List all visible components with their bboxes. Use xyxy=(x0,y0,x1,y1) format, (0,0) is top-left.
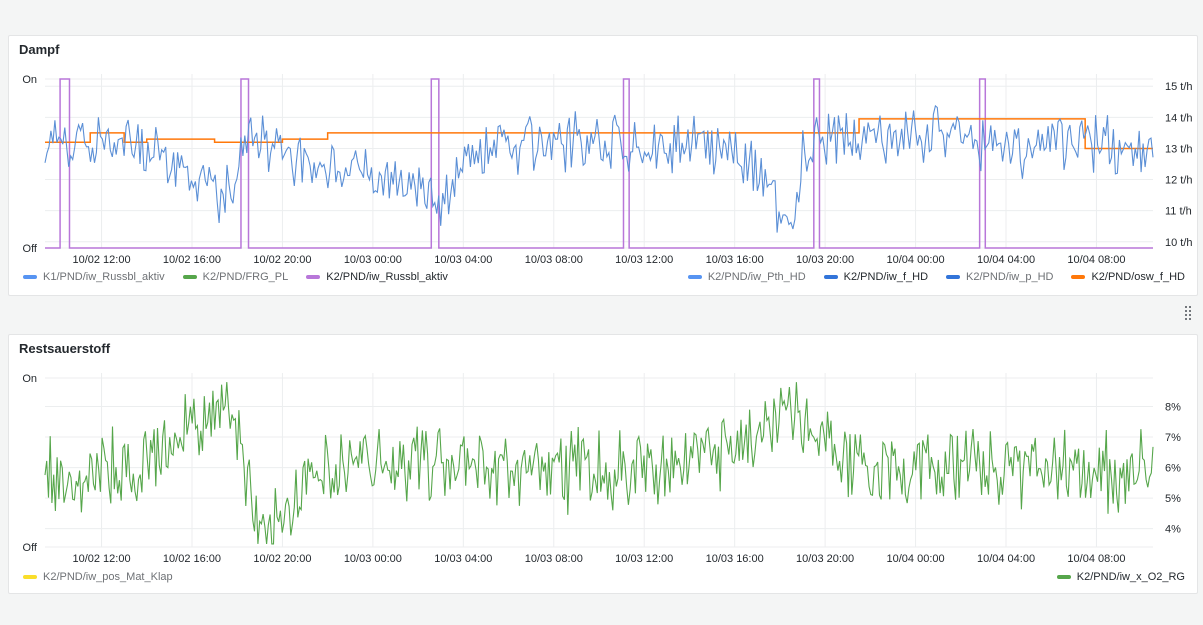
legend-label: K2/PND/FRG_PL xyxy=(202,271,289,283)
legend-swatch xyxy=(182,275,197,279)
x-tick-label: 10/03 08:00 xyxy=(525,254,583,266)
x-tick-label: 10/03 20:00 xyxy=(796,553,854,565)
legend-swatch xyxy=(306,275,321,279)
dampf-chart[interactable]: 10/02 12:00 10/02 16:00 10/02 20:00 10/03 0… xyxy=(9,36,1197,295)
legend-label: K2/PND/iw_Pth_HD xyxy=(707,271,806,283)
legend-item[interactable]: K2/PND/iw_x_O2_RG xyxy=(1056,571,1185,583)
series-line xyxy=(44,382,1154,545)
legend-item[interactable]: K2/PND/iw_f_HD xyxy=(823,271,929,283)
y-tick-label: On xyxy=(22,74,37,86)
panel-title[interactable]: Dampf xyxy=(19,42,60,57)
x-tick-label: 10/02 16:00 xyxy=(163,254,221,266)
x-tick-label: 10/03 16:00 xyxy=(706,254,764,266)
legend-label: K2/PND/iw_Russbl_aktiv xyxy=(326,271,448,283)
x-tick-label: 10/03 00:00 xyxy=(344,553,402,565)
x-tick-label: 10/03 00:00 xyxy=(344,254,402,266)
panel-title[interactable]: Restsauerstoff xyxy=(19,341,111,356)
legend-item[interactable]: K2/PND/osw_f_HD xyxy=(1071,271,1185,283)
y-tick-label: 10 t/h xyxy=(1165,237,1193,249)
series-line xyxy=(45,118,1153,150)
x-tick-label: 10/03 12:00 xyxy=(615,553,673,565)
dampf-legend-right: K2/PND/iw_Pth_HD K2/PND/iw_f_HD K2/PND/iw_… xyxy=(687,271,1185,283)
legend-swatch xyxy=(23,575,37,579)
x-tick-label: 10/02 20:00 xyxy=(253,254,311,266)
legend-item[interactable]: K2/PND/iw_pos_Mat_Klap xyxy=(23,571,173,583)
y-tick-label: On xyxy=(22,373,37,385)
restsauerstoff-legend-right: K2/PND/iw_x_O2_RG xyxy=(1056,571,1185,583)
legend-label: K1/PND/iw_Russbl_aktiv xyxy=(43,271,165,283)
y-tick-label: 6% xyxy=(1165,463,1181,475)
restsauerstoff-panel: Restsauerstoff 10/02 12:00 10/02 16:00 10/… xyxy=(8,334,1198,594)
legend-item[interactable]: K2/PND/FRG_PL xyxy=(182,271,289,283)
x-tick-label: 10/04 04:00 xyxy=(977,553,1035,565)
x-tick-label: 10/03 08:00 xyxy=(525,553,583,565)
x-tick-label: 10/02 16:00 xyxy=(163,553,221,565)
x-tick-label: 10/03 16:00 xyxy=(706,553,764,565)
legend-label: K2/PND/osw_f_HD xyxy=(1091,271,1185,283)
restsauerstoff-chart[interactable]: 10/02 12:00 10/02 16:00 10/02 20:00 10/03 0… xyxy=(9,335,1197,593)
y-tick-label: Off xyxy=(23,542,38,554)
panel-resize-handle[interactable] xyxy=(1184,305,1194,323)
x-tick-label: 10/02 12:00 xyxy=(72,553,130,565)
x-tick-label: 10/03 12:00 xyxy=(615,254,673,266)
y-tick-label: 4% xyxy=(1165,524,1181,536)
x-tick-label: 10/04 08:00 xyxy=(1067,553,1125,565)
x-tick-label: 10/04 00:00 xyxy=(887,254,945,266)
x-tick-label: 10/03 04:00 xyxy=(434,553,492,565)
legend-label: K2/PND/iw_x_O2_RG xyxy=(1076,571,1185,583)
y-tick-label: 14 t/h xyxy=(1165,112,1193,124)
y-tick-label: 7% xyxy=(1165,432,1181,444)
y-tick-label: 15 t/h xyxy=(1165,81,1193,93)
legend-swatch xyxy=(687,275,702,279)
legend-swatch xyxy=(23,275,37,279)
y-tick-label: 8% xyxy=(1165,401,1181,413)
x-tick-label: 10/04 04:00 xyxy=(977,254,1035,266)
y-tick-label: 5% xyxy=(1165,493,1181,505)
legend-label: K2/PND/iw_p_HD xyxy=(966,271,1054,283)
x-tick-label: 10/02 12:00 xyxy=(72,254,130,266)
legend-swatch xyxy=(1071,275,1086,279)
legend-item[interactable]: K2/PND/iw_Russbl_aktiv xyxy=(306,271,448,283)
legend-label: K2/PND/iw_f_HD xyxy=(843,271,929,283)
dampf-panel: Dampf 10/02 12:00 10/02 16:00 10/02 20:00 1… xyxy=(8,35,1198,296)
y-tick-label: Off xyxy=(23,243,38,255)
dampf-legend-left: K1/PND/iw_Russbl_aktiv K2/PND/FRG_PL K2/PN… xyxy=(23,271,448,283)
restsauerstoff-legend-left: K2/PND/iw_pos_Mat_Klap xyxy=(23,571,173,583)
x-tick-label: 10/04 00:00 xyxy=(887,553,945,565)
series-line xyxy=(45,78,1153,249)
legend-item[interactable]: K2/PND/iw_p_HD xyxy=(946,271,1053,283)
legend-swatch xyxy=(1056,575,1071,579)
y-tick-label: 13 t/h xyxy=(1165,143,1193,155)
x-tick-label: 10/04 08:00 xyxy=(1067,254,1125,266)
x-tick-label: 10/02 20:00 xyxy=(253,553,311,565)
y-tick-label: 12 t/h xyxy=(1165,175,1193,187)
legend-swatch xyxy=(823,275,838,279)
legend-item[interactable]: K2/PND/iw_Pth_HD xyxy=(687,271,806,283)
legend-label: K2/PND/iw_pos_Mat_Klap xyxy=(43,571,173,583)
x-tick-label: 10/03 04:00 xyxy=(434,254,492,266)
x-tick-label: 10/03 20:00 xyxy=(796,254,854,266)
series-line xyxy=(44,104,1154,233)
legend-swatch xyxy=(946,275,961,279)
y-tick-label: 11 t/h xyxy=(1165,206,1192,218)
legend-item[interactable]: K1/PND/iw_Russbl_aktiv xyxy=(23,271,165,283)
